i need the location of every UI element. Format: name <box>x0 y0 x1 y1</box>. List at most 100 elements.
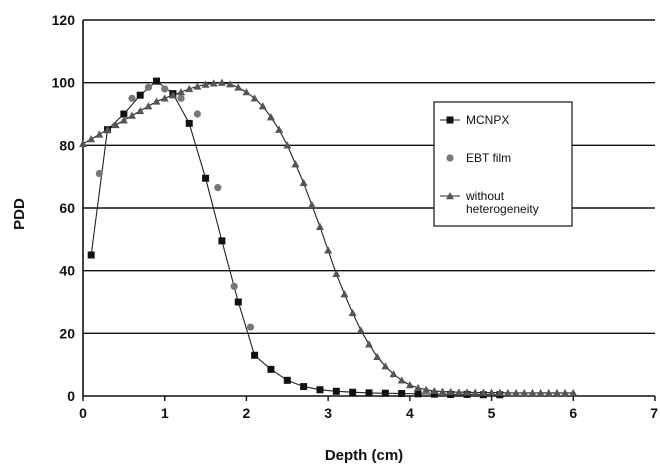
data-point <box>95 130 104 138</box>
y-tick-label: 20 <box>59 325 75 341</box>
data-point <box>365 389 373 397</box>
data-point <box>275 125 284 133</box>
data-point <box>487 388 496 396</box>
y-tick-label: 80 <box>59 137 75 153</box>
data-point <box>349 388 357 396</box>
data-point <box>300 383 308 391</box>
data-point <box>230 282 238 290</box>
x-tick-label: 6 <box>569 405 577 421</box>
y-tick-label: 40 <box>59 263 75 279</box>
data-point <box>218 237 226 245</box>
data-point <box>258 102 267 110</box>
data-point <box>536 388 545 397</box>
data-point <box>193 82 202 90</box>
data-point <box>520 388 529 397</box>
data-point <box>528 388 537 397</box>
data-point <box>332 387 340 395</box>
legend-label: heterogeneity <box>466 202 539 216</box>
data-point <box>430 386 439 395</box>
data-point <box>234 83 243 91</box>
series-triangle <box>79 78 578 397</box>
legend-marker <box>446 154 454 162</box>
y-tick-labels: 0 20 40 60 80 100 120 <box>52 12 76 404</box>
legend-label: EBT film <box>466 151 511 165</box>
x-tick-label: 7 <box>650 405 658 421</box>
legend-box <box>433 101 573 227</box>
data-point <box>87 251 95 259</box>
data-point <box>161 85 169 93</box>
data-point <box>185 84 194 93</box>
data-point <box>463 388 472 396</box>
data-point <box>324 246 333 254</box>
data-point <box>414 390 422 398</box>
data-point <box>495 388 504 396</box>
data-point <box>299 178 308 187</box>
data-point <box>348 308 357 317</box>
legend-marker <box>446 192 454 200</box>
data-point <box>398 389 406 397</box>
data-point <box>202 174 210 182</box>
legend-label: MCNPX <box>466 113 509 127</box>
data-point <box>307 200 316 209</box>
data-point <box>283 376 291 384</box>
data-point <box>479 388 488 396</box>
x-tick-label: 0 <box>79 405 87 421</box>
y-tick-label: 60 <box>59 200 75 216</box>
data-point <box>365 340 373 348</box>
data-point <box>446 387 455 396</box>
data-point <box>438 387 447 395</box>
data-point <box>381 362 390 370</box>
data-point <box>454 388 463 396</box>
data-point <box>120 110 128 118</box>
data-point <box>569 388 578 397</box>
data-point <box>332 269 341 277</box>
data-point <box>144 83 152 91</box>
x-tick-label: 1 <box>161 405 169 421</box>
data-point <box>356 326 365 334</box>
data-point <box>153 77 161 85</box>
data-point <box>87 135 96 143</box>
data-point <box>246 323 255 331</box>
data-point <box>226 80 235 88</box>
x-axis-title: Depth (cm) <box>325 447 403 464</box>
data-point <box>397 376 406 384</box>
data-point <box>503 388 512 397</box>
data-point <box>389 370 398 378</box>
legend-marker <box>446 116 454 124</box>
data-point <box>119 116 128 124</box>
legend-label: without <box>465 189 505 203</box>
data-point <box>552 388 561 397</box>
data-point <box>128 111 137 119</box>
data-point <box>544 388 553 397</box>
series-layer <box>79 77 578 399</box>
x-tick-labels: 0 1 2 3 4 5 6 7 <box>79 405 658 421</box>
data-point <box>217 78 226 86</box>
data-point <box>95 169 103 178</box>
data-point <box>185 119 193 127</box>
x-tick-label: 4 <box>406 405 414 421</box>
data-point <box>152 97 161 105</box>
data-point <box>234 298 242 306</box>
data-point <box>283 141 292 149</box>
y-tick-label: 120 <box>52 12 76 28</box>
data-point <box>251 351 259 359</box>
data-point <box>340 290 349 298</box>
data-point <box>267 365 275 373</box>
data-point <box>79 139 87 147</box>
data-point <box>209 79 218 87</box>
data-point <box>471 388 480 396</box>
data-point <box>201 80 210 88</box>
data-point <box>111 120 120 129</box>
data-point <box>561 388 570 397</box>
data-point <box>168 91 177 99</box>
data-point <box>103 125 112 133</box>
data-point <box>177 94 185 102</box>
y-tick-label: 100 <box>52 75 76 91</box>
data-point <box>250 94 259 102</box>
x-tick-label: 3 <box>324 405 332 421</box>
data-point <box>422 385 431 393</box>
data-point <box>266 113 275 121</box>
data-point <box>315 222 324 230</box>
